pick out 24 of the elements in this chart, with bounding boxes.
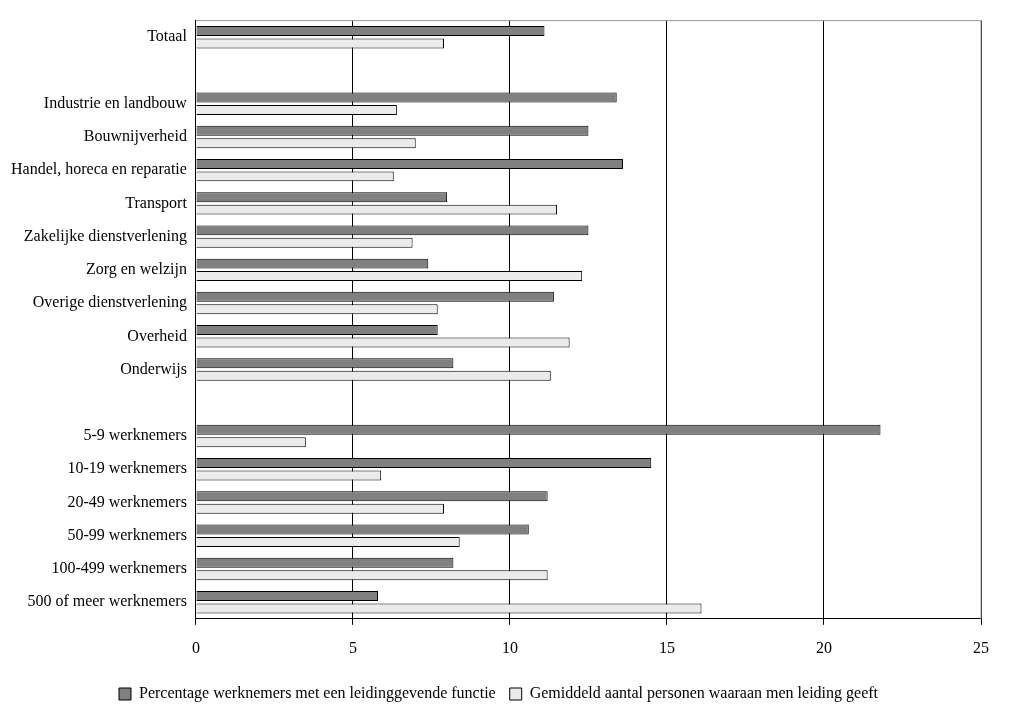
- y-tick-label: 50-99 werknemers: [67, 525, 187, 543]
- y-tick-label: 500 of meer werknemers: [27, 592, 187, 610]
- y-tick-label: 100-499 werknemers: [51, 559, 187, 577]
- x-tick-label: 10: [501, 638, 518, 656]
- y-tick-label: Bouwnijverheid: [83, 127, 187, 146]
- y-tick-label: Transport: [125, 193, 188, 212]
- y-tick-label: Handel, horeca en reparatie: [11, 160, 187, 179]
- y-tick-label: Industrie en landbouw: [43, 93, 188, 111]
- y-tick-label: Totaal: [147, 27, 188, 45]
- x-tick-label: 15: [658, 638, 675, 656]
- x-tick-label: 0: [191, 638, 200, 656]
- legend-label: Percentage werknemers met een leidinggevende functie: [138, 684, 496, 703]
- y-tick-label: Overheid: [127, 326, 187, 344]
- y-tick-label: 5-9 werknemers: [83, 426, 187, 444]
- y-tick-label: Zorg en welzijn: [85, 260, 187, 279]
- legend-label: Gemiddeld aantal personen waaraan men leiding geeft: [529, 684, 879, 703]
- y-tick-label: 20-49 werknemers: [67, 492, 187, 510]
- y-tick-label: Onderwijs: [120, 359, 187, 378]
- x-tick-label: 25: [973, 638, 989, 656]
- y-tick-label: Overige dienstverlening: [32, 293, 187, 312]
- y-tick-label: Zakelijke dienstverlening: [23, 226, 187, 245]
- x-tick-label: 5: [348, 638, 357, 656]
- x-tick-label: 20: [815, 638, 832, 656]
- y-tick-label: 10-19 werknemers: [67, 459, 187, 477]
